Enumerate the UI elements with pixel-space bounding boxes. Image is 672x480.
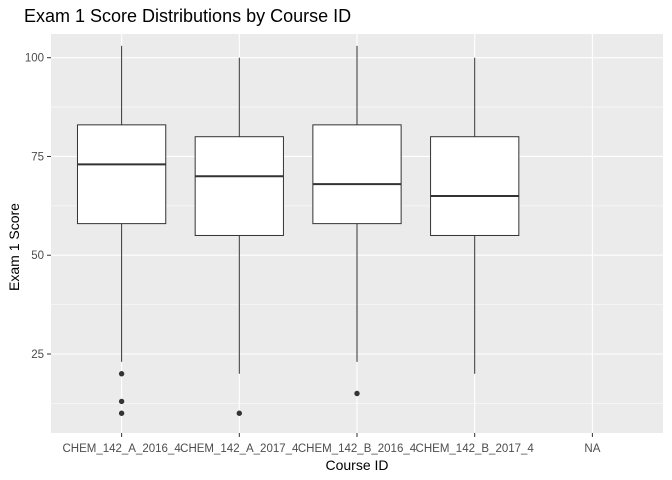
outlier-point [354,390,360,397]
chart-title: Exam 1 Score Distributions by Course ID [24,6,351,26]
y-axis-title: Exam 1 Score [6,203,22,291]
box-iqr [76,124,167,225]
x-tick-label: CHEM_142_A_2017_4 [180,443,299,455]
x-tick-label: CHEM_142_A_2016_4 [62,443,181,455]
box-CHEM_142_B_2017_4 [430,57,520,374]
y-axis: 25 50 75 100 [25,53,51,361]
x-tick-label: CHEM_142_B_2017_4 [416,443,535,455]
outlier-point [118,410,125,416]
box-iqr [194,136,284,236]
box-CHEM_142_A_2016_4 [76,45,167,416]
box-series [76,45,520,416]
x-tick-label: CHEM_142_B_2016_4 [298,443,417,455]
outlier-point [118,398,125,405]
x-tick-label: NA [584,443,600,455]
x-axis: CHEM_142_A_2016_4 CHEM_142_A_2017_4 CHEM_1… [62,433,601,455]
y-tick-label: 50 [31,250,44,262]
y-tick-label: 100 [25,53,44,65]
y-tick-label: 25 [31,349,44,361]
x-axis-title: Course ID [325,457,388,473]
y-tick-label: 75 [31,151,44,163]
box-iqr [430,136,520,236]
outlier-point [236,410,243,416]
box-iqr [312,124,402,225]
box-CHEM_142_A_2017_4 [194,57,284,416]
outlier-point [118,371,125,377]
box-CHEM_142_B_2016_4 [312,45,402,397]
